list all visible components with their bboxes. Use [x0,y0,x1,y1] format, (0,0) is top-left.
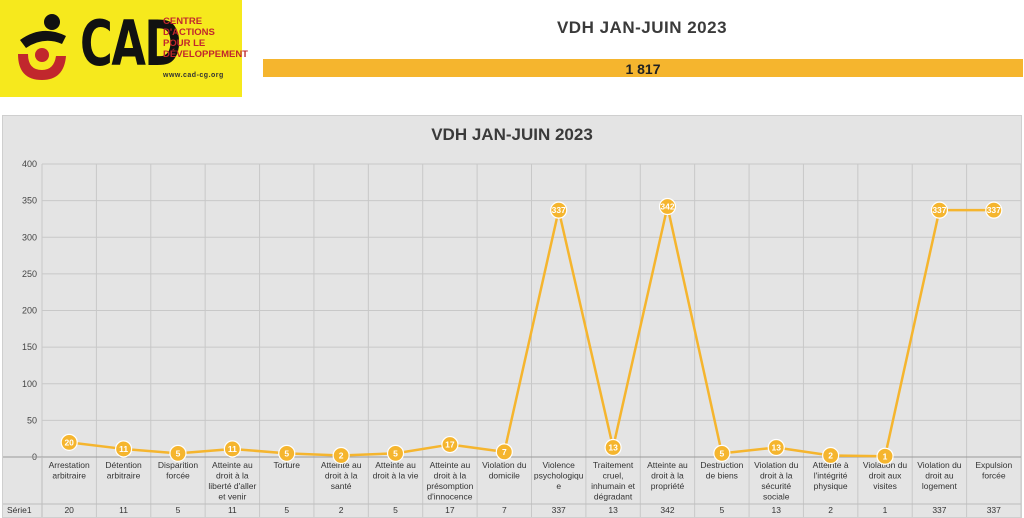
x-tick-label: Disparition forcée [158,460,198,481]
data-point [713,444,731,462]
data-label: 342 [660,201,674,211]
data-point [550,201,568,219]
x-tick-label: Expulsion forcée [975,460,1012,481]
line-chart: VDH JAN-JUIN 202305010015020025030035040… [3,125,1021,517]
chart-title: VDH JAN-JUIN 2023 [431,125,593,144]
data-point [604,438,622,457]
x-tick-label: Atteinte au droit à la liberté d'aller et v… [208,460,256,502]
data-label: 1 [883,451,888,461]
table-value-cell: 337 [987,505,1001,515]
data-label: 13 [772,442,782,452]
table-value-cell: 7 [502,505,507,515]
data-label: 20 [64,437,74,447]
logo-emblem-icon [18,14,66,80]
table-value-cell: 337 [552,505,566,515]
data-point [876,447,894,465]
chart-panel: VDH JAN-JUIN 2023 0 50 100 150 200 250 300 350 40… [2,115,1022,518]
series-name-label: Série1 [7,505,32,515]
x-tick-label: Atteinte au droit à la vie [373,460,419,481]
table-value-cell: 337 [932,505,946,515]
data-point [332,446,350,465]
data-point [658,197,677,216]
data-point [169,444,187,462]
x-tick-label: Violation du domicile [482,460,527,481]
table-value-cell: 5 [393,505,398,515]
data-label: 5 [719,448,724,458]
data-point [930,201,949,219]
x-tick-label: Torture [274,460,301,470]
table-value-cell: 13 [772,505,782,515]
data-label: 11 [119,444,128,454]
data-point [60,433,78,451]
table-value-cell: 5 [176,505,181,515]
table-value-cell: 20 [64,505,74,515]
table-value-cell: 13 [608,505,618,515]
x-tick-label: Détention arbitraire [105,460,142,481]
y-tick-label: 400 [22,159,37,169]
table-value-cell: 342 [660,505,674,515]
data-label: 13 [608,442,618,452]
data-label: 337 [932,205,946,215]
data-label: 5 [393,448,398,458]
data-point [278,444,296,462]
total-banner: 1 817 [263,59,1023,77]
data-label: 337 [987,205,1001,215]
x-tick-label: Atteinte au droit à la santé [321,460,362,491]
total-count: 1 817 [625,61,661,77]
x-tick-label: Arrestation arbitraire [49,460,90,481]
table-value-cell: 2 [828,505,833,515]
data-label: 2 [339,451,344,461]
table-value-cell: 11 [228,505,237,515]
table-value-cell: 1 [883,505,888,515]
logo-line: CENTRE [163,16,203,27]
data-point [114,440,133,458]
data-label: 5 [284,448,289,458]
logo-wordmark: CAD [80,7,181,80]
y-tick-label: 150 [22,342,37,352]
logo-subtitle: CENTRE D'ACTIONS POUR LE DÉVELOPPEMENT [163,16,248,60]
table-value-cell: 2 [339,505,344,515]
data-point [767,438,785,457]
x-tick-label: Violation du droit aux visites [863,460,908,491]
y-tick-label: 100 [22,379,37,389]
x-tick-label: Atteinte au droit à la présomption d'innoce… [427,460,474,502]
data-label: 11 [228,444,237,454]
y-tick-label: 200 [22,306,37,316]
cad-logo: CAD CENTRE D'ACTIONS POUR LE DÉVELOPPEME… [0,0,248,97]
page-title: VDH JAN-JUIN 2023 [556,18,728,37]
data-label: 337 [552,205,566,215]
table-value-cell: 5 [719,505,724,515]
logo-line: D'ACTIONS [163,27,215,38]
data-label: 7 [502,447,507,457]
data-label: 5 [176,448,181,458]
y-tick-label: 300 [22,232,37,242]
data-point [386,444,405,462]
x-tick-label: Destruction de biens [700,460,743,481]
logo-url: www.cad-cg.org [163,72,224,79]
data-point [495,443,513,461]
table-value-cell: 5 [284,505,289,515]
data-label: 2 [828,451,833,461]
table-value-cell: 11 [119,505,128,515]
series-line [69,205,994,458]
x-tick-label: Violence psychologiqu e [534,460,584,491]
x-tick-label: Violation du droit à la sécurité sociale [754,460,799,502]
data-point [985,201,1003,219]
table-value-cell: 17 [445,505,455,515]
x-tick-label: Atteinte à l'intégrité physique [813,460,849,491]
x-tick-label: Violation du droit au logement [917,460,962,491]
logo-line: POUR LE [163,38,206,49]
data-point [223,440,241,458]
y-tick-label: 350 [22,196,37,206]
y-tick-label: 50 [27,415,37,425]
data-point [441,435,459,454]
y-tick-label: 250 [22,269,37,279]
data-label: 17 [445,440,455,450]
logo-line: DÉVELOPPEMENT [163,49,248,60]
x-tick-label: Traitement cruel, inhumain et dégradant [591,460,636,502]
data-point [822,446,840,465]
x-tick-label: Atteinte au droit à la propriété [647,460,688,491]
